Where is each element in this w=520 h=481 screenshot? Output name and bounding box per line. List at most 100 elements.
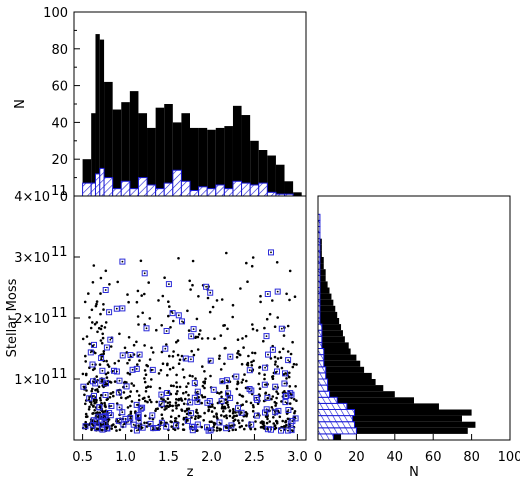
- scatter-point-subset-center: [166, 392, 169, 394]
- scatter-point: [191, 375, 194, 378]
- top-bar-subset: [146, 184, 157, 197]
- scatter-point: [98, 396, 102, 400]
- scatter-point: [269, 357, 273, 360]
- scatter-point: [137, 394, 141, 397]
- scatter-point: [165, 343, 168, 346]
- right-x-tick-label: 80: [463, 450, 480, 465]
- scatter-point-subset: [207, 427, 214, 434]
- right-bar-subset: [317, 415, 354, 423]
- scatter-point: [288, 269, 292, 273]
- scatter-point: [246, 364, 250, 367]
- scatter-points: [80, 249, 299, 434]
- scatter-point: [285, 292, 288, 296]
- scatter-point-subset-center: [138, 353, 141, 356]
- scatter-point: [203, 411, 206, 415]
- scatter-point: [210, 410, 214, 413]
- top-y-tick-label: 80: [51, 43, 68, 58]
- scatter-point-subset-center: [206, 426, 208, 429]
- scatter-point: [249, 401, 253, 405]
- scatter-point-subset-center: [141, 426, 144, 429]
- scatter-point: [223, 362, 226, 366]
- scatter-point-subset: [136, 351, 143, 358]
- right-bar-subset: [317, 366, 327, 374]
- scatter-point: [123, 346, 127, 350]
- scatter-point: [233, 414, 236, 418]
- scatter-x-tick-label: 3.0: [287, 450, 308, 465]
- scatter-point: [168, 401, 172, 404]
- top-bar-subset: [180, 180, 191, 197]
- scatter-point: [93, 367, 96, 370]
- scatter-point: [235, 414, 238, 418]
- right-bar-all: [318, 330, 343, 337]
- scatter-point-subset: [164, 390, 171, 396]
- scatter-point: [98, 363, 102, 366]
- scatter-point-subset-center: [227, 392, 230, 395]
- right-bar-all: [318, 360, 361, 367]
- top-bar-all: [241, 115, 251, 196]
- scatter-point: [99, 399, 102, 402]
- scatter-point-subset: [141, 270, 148, 277]
- scatter-point: [286, 350, 290, 353]
- scatter-point-subset: [99, 377, 106, 384]
- scatter-point: [251, 323, 254, 326]
- scatter-point: [213, 337, 216, 341]
- scatter-point-subset-center: [263, 383, 266, 386]
- scatter-point: [169, 392, 173, 396]
- scatter-point: [258, 372, 261, 375]
- scatter-point-subset-center: [267, 428, 269, 431]
- scatter-point-subset: [119, 352, 126, 359]
- scatter-point: [108, 380, 112, 384]
- scatter-point-subset: [119, 305, 126, 312]
- scatter-point: [111, 391, 115, 394]
- scatter-point: [218, 357, 221, 360]
- scatter-point-subset: [158, 400, 165, 407]
- scatter-point: [292, 398, 296, 401]
- scatter-point-subset-center: [100, 357, 102, 359]
- scatter-point-subset: [107, 336, 114, 343]
- scatter-point: [92, 264, 96, 267]
- scatter-point-subset-center: [264, 366, 266, 369]
- scatter-point: [246, 280, 249, 284]
- right-x-tick-label: 20: [348, 450, 365, 465]
- scatter-point: [194, 417, 197, 421]
- scatter-point: [144, 414, 147, 418]
- scatter-point: [275, 396, 278, 400]
- top-bar-subset: [103, 177, 114, 197]
- scatter-y-tick-label: 4×10: [14, 190, 50, 205]
- scatter-point-subset-center: [110, 405, 113, 407]
- top-bar-all: [293, 192, 302, 196]
- scatter-point: [247, 354, 250, 358]
- scatter-point: [197, 416, 200, 420]
- scatter-point: [291, 340, 294, 344]
- scatter-point: [241, 395, 245, 398]
- scatter-point: [81, 337, 85, 341]
- scatter-point: [235, 355, 239, 359]
- right-bar-all: [318, 391, 395, 398]
- scatter-point-subset-center: [196, 401, 199, 403]
- scatter-point: [146, 364, 149, 368]
- scatter-point: [99, 339, 103, 342]
- scatter-point: [84, 373, 88, 377]
- scatter-point: [244, 334, 248, 338]
- scatter-point: [84, 420, 87, 424]
- scatter-point-subset-center: [93, 395, 95, 397]
- top-bar-all: [99, 39, 105, 196]
- scatter-point: [149, 385, 152, 389]
- scatter-point: [275, 390, 278, 393]
- top-y-tick-label: 100: [43, 6, 68, 21]
- scatter-point: [284, 419, 288, 423]
- scatter-point: [106, 371, 110, 375]
- scatter-point: [271, 377, 275, 381]
- scatter-point: [187, 407, 191, 411]
- scatter-x-tick-label: 1.0: [115, 450, 136, 465]
- top-bar-all: [207, 129, 216, 196]
- scatter-point: [175, 407, 178, 410]
- scatter-point-subset-center: [284, 401, 287, 403]
- scatter-point-subset: [233, 373, 240, 380]
- scatter-point: [125, 381, 128, 384]
- scatter-point-subset-center: [283, 382, 286, 385]
- scatter-point-subset-center: [218, 421, 221, 424]
- scatter-point-subset-center: [187, 420, 189, 422]
- scatter-point-subset: [115, 389, 122, 396]
- right-bar-subset: [317, 433, 334, 441]
